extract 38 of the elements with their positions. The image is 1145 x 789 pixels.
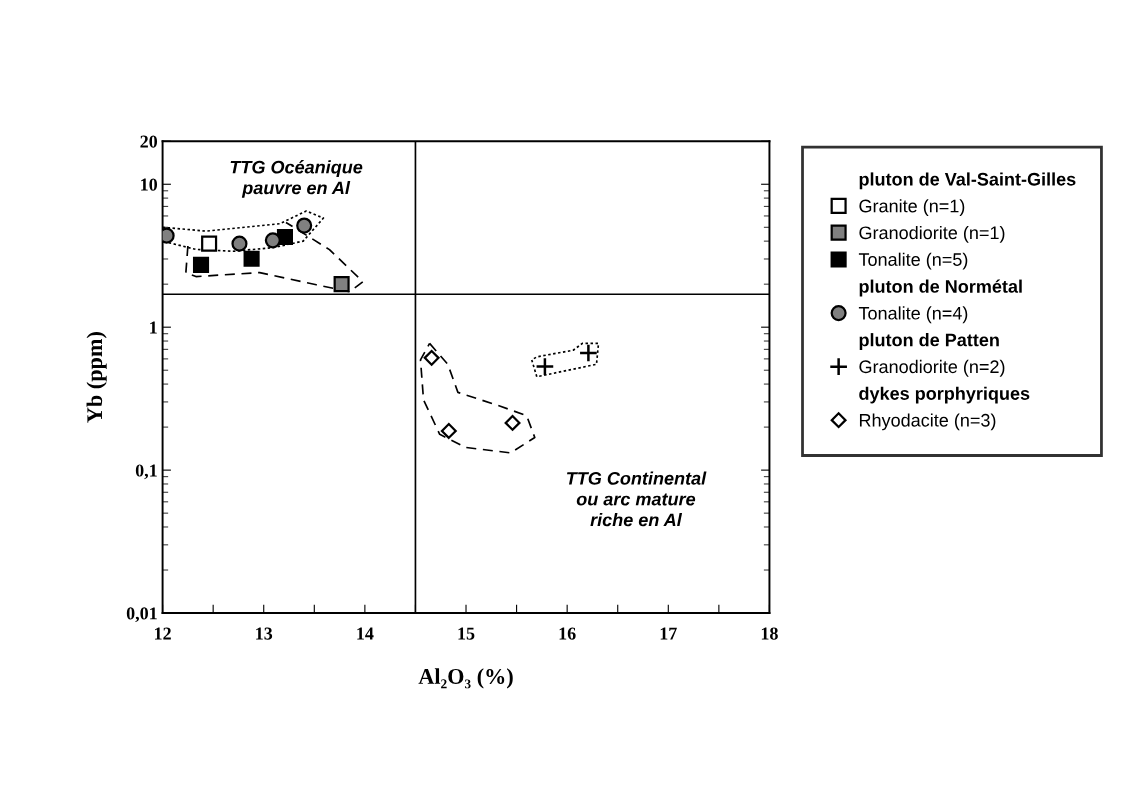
text: dykes porphyriques [859, 386, 1030, 404]
point [192, 256, 210, 273]
text: pluton de Val-Saint-Gilles [859, 172, 1076, 190]
text: pluton de Normétal [859, 279, 1022, 297]
annotation: TTG Continental ou arc mature riche en Al [567, 471, 707, 527]
point [504, 414, 521, 431]
legend-label: Granodiorite (n=1) [859, 225, 1005, 243]
y-axis-title: Yb (ppm) [86, 332, 107, 423]
x-tick-label: 12 [155, 627, 171, 640]
point [535, 357, 555, 377]
point [243, 250, 260, 267]
point [264, 232, 281, 249]
y-tick-label: 0,01 [126, 607, 157, 623]
x-tick-label: 15 [458, 627, 475, 640]
y-tick-label: 20 [140, 135, 158, 148]
annotation: TTG Océanique pauvre en Al [230, 160, 363, 198]
point [296, 217, 313, 234]
x-tick-label: 14 [357, 627, 374, 640]
y-tick-label: 1 [150, 321, 157, 334]
point [201, 235, 218, 252]
text: pluton de Patten [859, 333, 999, 350]
x-tick-label: 13 [256, 627, 273, 640]
legend-label: Granodiorite (n=2) [859, 359, 1005, 377]
x-tick-label: 16 [559, 627, 576, 640]
legend-label: Tonalite (n=5) [858, 252, 968, 270]
legend-label: Granite (n=1) [859, 199, 965, 216]
legend-label: Rhyodacite (n=3) [859, 413, 996, 431]
y-tick-label: 0,1 [135, 464, 157, 480]
point [578, 343, 598, 363]
legend-label: Tonalite (n=4) [858, 306, 968, 324]
x-tick-label: 18 [761, 627, 778, 640]
point [423, 349, 440, 366]
point [333, 276, 350, 293]
x-tick-label: 17 [660, 627, 677, 640]
point [440, 422, 457, 439]
x-axis-title: Al₂O₃ (%) [418, 668, 513, 689]
point [231, 235, 248, 252]
y-tick-label: 10 [141, 178, 158, 191]
